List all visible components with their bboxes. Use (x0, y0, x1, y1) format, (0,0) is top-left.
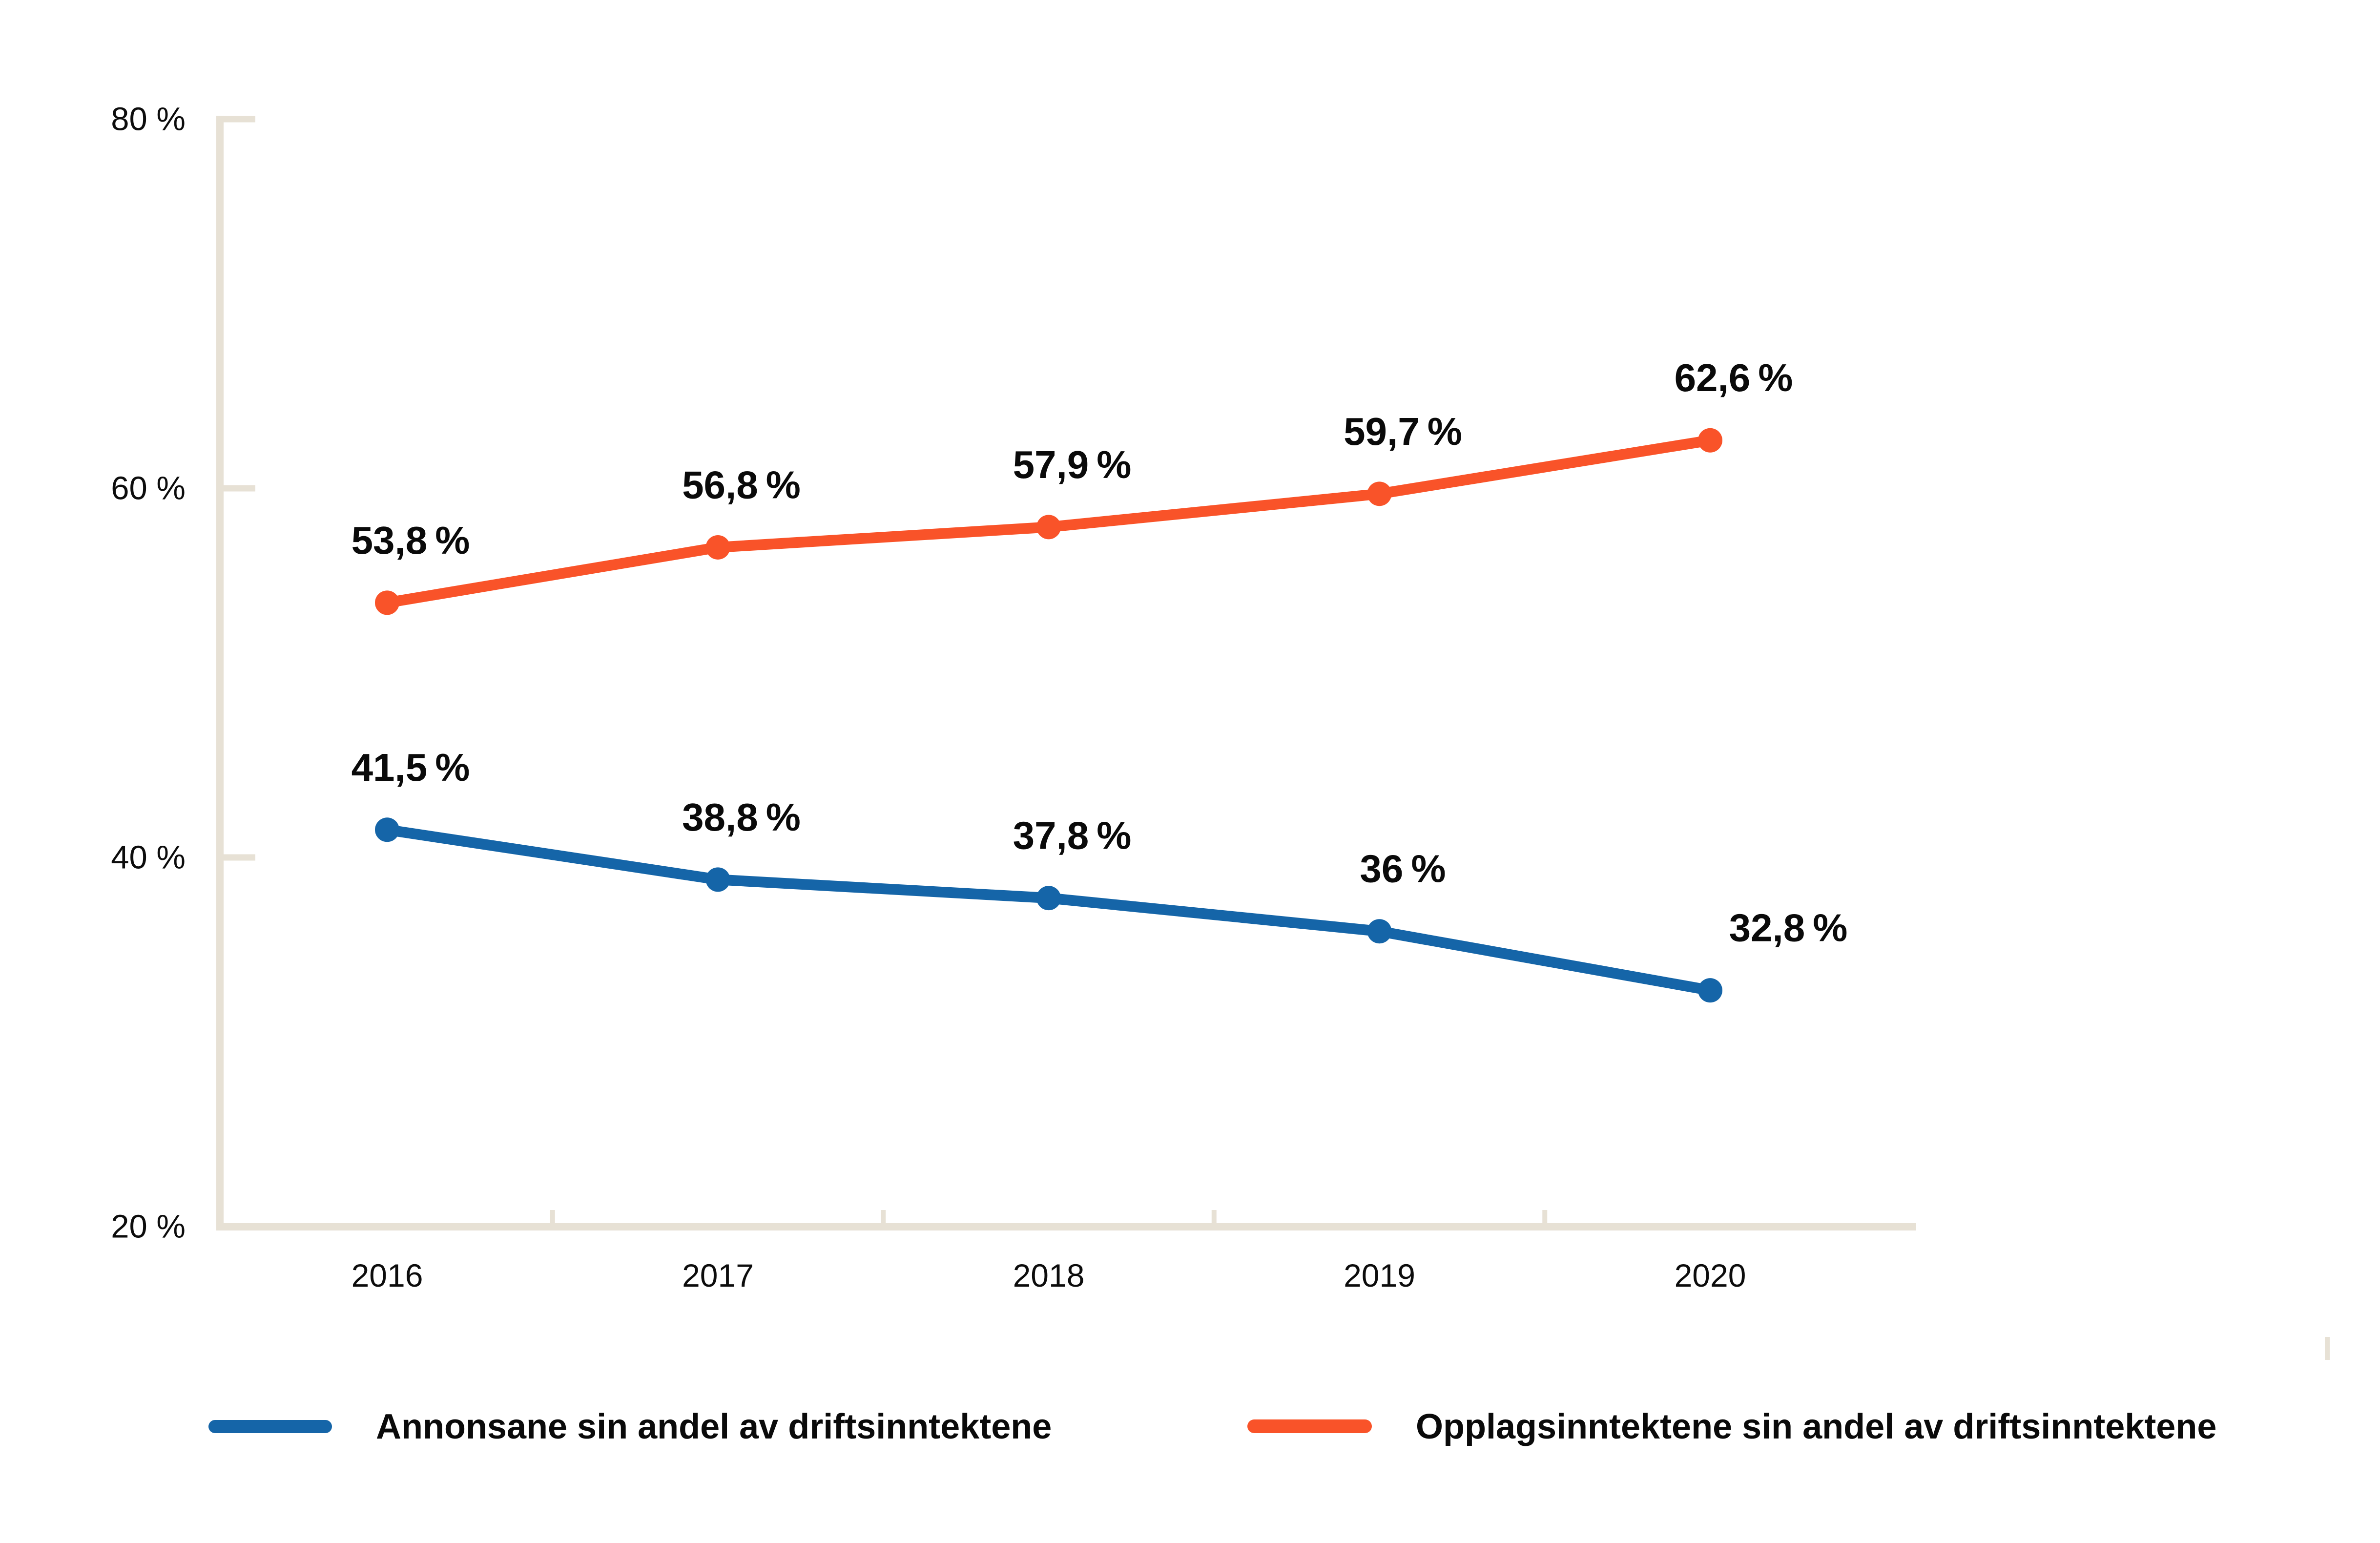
x-axis-line (216, 1223, 1916, 1230)
data-point-label: 57,9 % (1013, 443, 1132, 486)
data-point-label: 38,8 % (682, 795, 801, 839)
data-point (1698, 428, 1722, 453)
data-point (375, 817, 399, 842)
data-point-label: 32,8 % (1729, 906, 1848, 950)
data-point (1367, 919, 1392, 944)
legend-label-opplag: Opplagsinntektene sin andel av driftsinn… (1416, 1407, 2216, 1446)
data-point-label: 62,6 % (1675, 356, 1793, 399)
data-point-label: 37,8 % (1013, 814, 1132, 857)
data-labels: 41,5 % 38,8 % 37,8 % 36 % 32,8 % 53,8 % 56,8 %… (352, 356, 1848, 949)
y-tick-label: 20 % (111, 1209, 186, 1245)
data-point-label: 41,5 % (352, 746, 470, 789)
y-axis-line (216, 116, 224, 1230)
data-point (1036, 886, 1061, 911)
x-category-label: 2018 (1013, 1257, 1085, 1293)
legend-label-annonsane: Annonsane sin andel av driftsinntektene (376, 1407, 1052, 1446)
x-category-label: 2020 (1675, 1257, 1746, 1293)
x-axis: 2016 2017 2018 2019 2020 (216, 1210, 2330, 1360)
y-tick-label: 40 % (111, 839, 186, 876)
legend-swatch-annonsane (208, 1420, 332, 1433)
y-tick (224, 485, 255, 492)
x-tick (550, 1210, 555, 1223)
data-point-label: 56,8 % (682, 463, 801, 506)
legend-swatch-opplag (1247, 1419, 1372, 1433)
data-point-label: 36 % (1360, 847, 1446, 891)
data-point (705, 535, 730, 560)
y-tick-label: 80 % (111, 101, 186, 138)
right-edge-tick (2325, 1337, 2330, 1360)
data-point (705, 867, 730, 892)
x-category-label: 2016 (352, 1257, 423, 1293)
data-point (1698, 978, 1722, 1003)
y-tick (224, 854, 255, 861)
data-point (375, 590, 399, 615)
series-points (375, 428, 1722, 1003)
data-point-label: 53,8 % (352, 519, 470, 562)
x-tick (881, 1210, 886, 1223)
data-point (1367, 481, 1392, 506)
data-point (1036, 515, 1061, 540)
y-axis: 80 % 60 % 40 % 20 % (111, 101, 255, 1245)
y-tick-label: 60 % (111, 470, 186, 507)
x-tick (1211, 1210, 1217, 1223)
data-point-label: 59,7 % (1344, 410, 1462, 453)
x-tick (1542, 1210, 1548, 1223)
x-category-label: 2017 (682, 1257, 754, 1293)
y-tick (216, 116, 255, 123)
legend: Annonsane sin andel av driftsinntektene … (208, 1407, 2216, 1446)
x-category-label: 2019 (1344, 1257, 1415, 1293)
